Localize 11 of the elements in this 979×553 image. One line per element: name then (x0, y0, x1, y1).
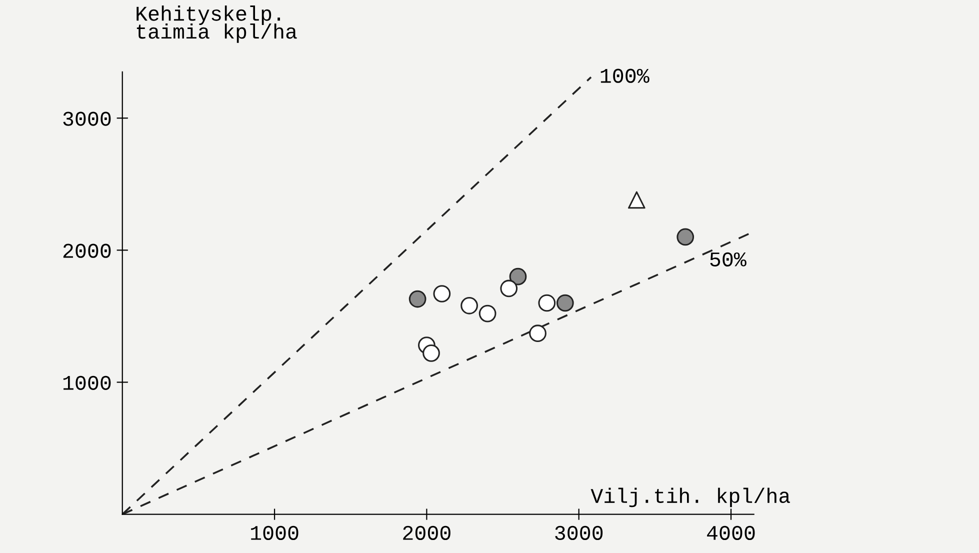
y-tick-label: 1000 (63, 376, 111, 390)
x-tick-label: 3000 (555, 526, 603, 540)
y-tick-label: 2000 (63, 244, 111, 258)
x-axis-title: Vilj.tih. kpl/ha (590, 488, 790, 508)
annotation: 50% (710, 252, 746, 266)
y-axis-title: Kehityskelp. taimia kpl/ha (136, 6, 297, 43)
x-tick-label: 2000 (403, 526, 450, 540)
annotation: 100% (600, 68, 650, 83)
y-tick-label: 3000 (63, 112, 111, 126)
x-tick-label: 1000 (251, 526, 298, 540)
x-tick-label: 4000 (707, 526, 755, 540)
